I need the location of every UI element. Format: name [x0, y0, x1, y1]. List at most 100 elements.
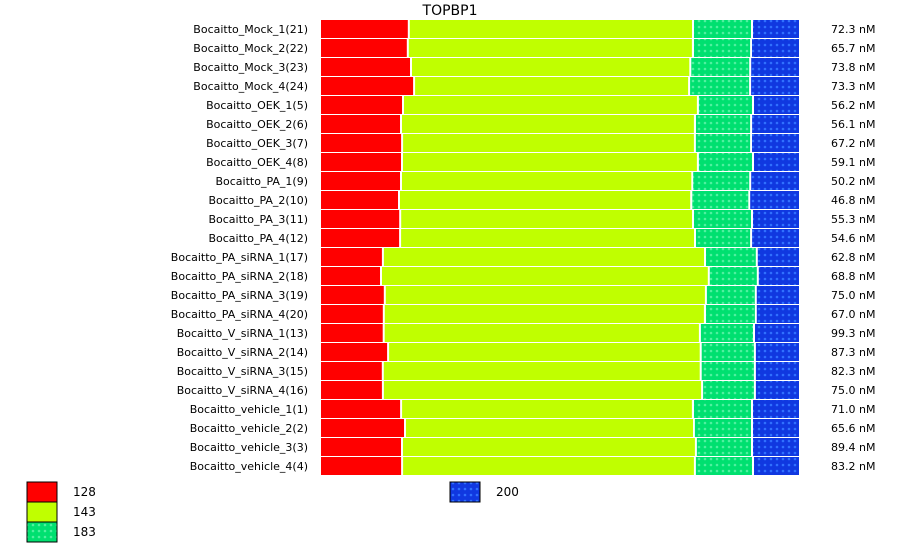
bar-segment-128 [321, 96, 402, 114]
bar-segment-183 [696, 438, 751, 456]
category-label: Bocaitto_vehicle_2(2) [190, 422, 308, 435]
bar-segment-128 [321, 172, 400, 190]
category-label: Bocaitto_vehicle_4(4) [190, 460, 308, 473]
bar-segment-183 [706, 286, 755, 304]
bar-segment-200 [751, 172, 799, 190]
total-label: 73.3 nM [831, 80, 875, 93]
category-label: Bocaitto_PA_4(12) [208, 232, 308, 245]
total-label: 59.1 nM [831, 156, 875, 169]
category-label: Bocaitto_PA_siRNA_3(19) [171, 289, 308, 302]
bar-segment-128 [321, 20, 408, 38]
bar-segment-128 [321, 324, 383, 342]
bar-segment-200 [751, 58, 799, 76]
bar-segment-143 [415, 77, 689, 95]
total-label: 83.2 nM [831, 460, 875, 473]
bar-segment-200 [752, 39, 799, 57]
bar-segment-143 [403, 438, 695, 456]
bar-segment-143 [403, 134, 694, 152]
bar-segment-128 [321, 77, 414, 95]
bar-segment-183 [691, 58, 750, 76]
bar-segment-200 [751, 77, 799, 95]
bar-segment-200 [754, 96, 799, 114]
bar-segment-183 [694, 419, 751, 437]
legend-label: 183 [73, 525, 96, 539]
bar-segment-183 [690, 77, 750, 95]
bar-segment-128 [321, 286, 384, 304]
bar-segment-200 [757, 248, 799, 266]
total-label: 55.3 nM [831, 213, 875, 226]
bar-segment-183 [706, 305, 755, 323]
category-label: Bocaitto_PA_siRNA_4(20) [171, 308, 308, 321]
bar-segment-128 [321, 115, 400, 133]
total-label: 73.8 nM [831, 61, 875, 74]
bar-segment-200 [754, 153, 799, 171]
bar-segment-143 [401, 229, 694, 247]
bar-segment-128 [321, 39, 407, 57]
bar-segment-183 [701, 362, 754, 380]
total-label: 54.6 nM [831, 232, 875, 245]
bar-segment-183 [696, 229, 751, 247]
category-label: Bocaitto_V_siRNA_4(16) [177, 384, 308, 397]
bar-segment-143 [383, 362, 700, 380]
category-label: Bocaitto_PA_siRNA_2(18) [171, 270, 308, 283]
category-label: Bocaitto_Mock_2(22) [193, 42, 308, 55]
bar-segment-128 [321, 362, 382, 380]
bar-segment-143 [404, 96, 697, 114]
legend-swatch-200 [449, 481, 481, 503]
legend-label: 143 [73, 505, 96, 519]
category-label: Bocaitto_V_siRNA_2(14) [177, 346, 308, 359]
bar-segment-200 [756, 286, 799, 304]
bar-segment-128 [321, 267, 380, 285]
bar-segment-183 [706, 248, 756, 266]
bar-segment-200 [758, 267, 799, 285]
bar-segment-200 [755, 343, 799, 361]
bar-segment-183 [703, 381, 754, 399]
bar-segment-128 [321, 210, 400, 228]
bar-segment-128 [321, 400, 401, 418]
bar-segment-200 [755, 324, 799, 342]
total-label: 56.2 nM [831, 99, 875, 112]
chart-title: TOPBP1 [422, 3, 478, 19]
bar-segment-143 [384, 324, 699, 342]
bar-segment-143 [389, 343, 700, 361]
category-label: Bocaitto_PA_1(9) [215, 175, 308, 188]
bar-segment-128 [321, 305, 383, 323]
bar-segment-183 [695, 457, 752, 475]
bar-segment-183 [709, 267, 757, 285]
bar-segment-143 [408, 39, 692, 57]
bar-segment-143 [401, 210, 692, 228]
bar-segment-143 [383, 248, 704, 266]
bar-segment-143 [400, 191, 691, 209]
bar-segment-183 [694, 20, 751, 38]
category-label: Bocaitto_Mock_1(21) [193, 23, 308, 36]
bar-segment-128 [321, 343, 388, 361]
bar-segment-200 [756, 305, 799, 323]
total-label: 89.4 nM [831, 441, 875, 454]
category-label: Bocaitto_OEK_3(7) [206, 137, 308, 150]
bar-segment-143 [402, 172, 692, 190]
category-label: Bocaitto_OEK_1(5) [206, 99, 308, 112]
legend-label: 128 [73, 485, 96, 499]
bar-segment-183 [694, 210, 751, 228]
bar-segment-128 [321, 229, 400, 247]
bar-segment-200 [753, 419, 799, 437]
bar-segment-200 [753, 400, 799, 418]
legend-label: 200 [496, 485, 519, 499]
bar-segment-183 [693, 172, 750, 190]
total-label: 46.8 nM [831, 194, 875, 207]
bar-segment-128 [321, 134, 402, 152]
total-label: 75.0 nM [831, 384, 875, 397]
total-label: 99.3 nM [831, 327, 875, 340]
category-label: Bocaitto_Mock_4(24) [193, 80, 308, 93]
category-label: Bocaitto_V_siRNA_3(15) [177, 365, 308, 378]
bar-segment-183 [694, 39, 751, 57]
bar-segment-200 [754, 457, 799, 475]
bar-segment-143 [402, 115, 694, 133]
bar-segment-200 [752, 115, 799, 133]
total-label: 62.8 nM [831, 251, 875, 264]
bar-segment-128 [321, 457, 402, 475]
bar-segment-143 [402, 400, 692, 418]
bar-segment-128 [321, 381, 382, 399]
total-label: 65.7 nM [831, 42, 875, 55]
